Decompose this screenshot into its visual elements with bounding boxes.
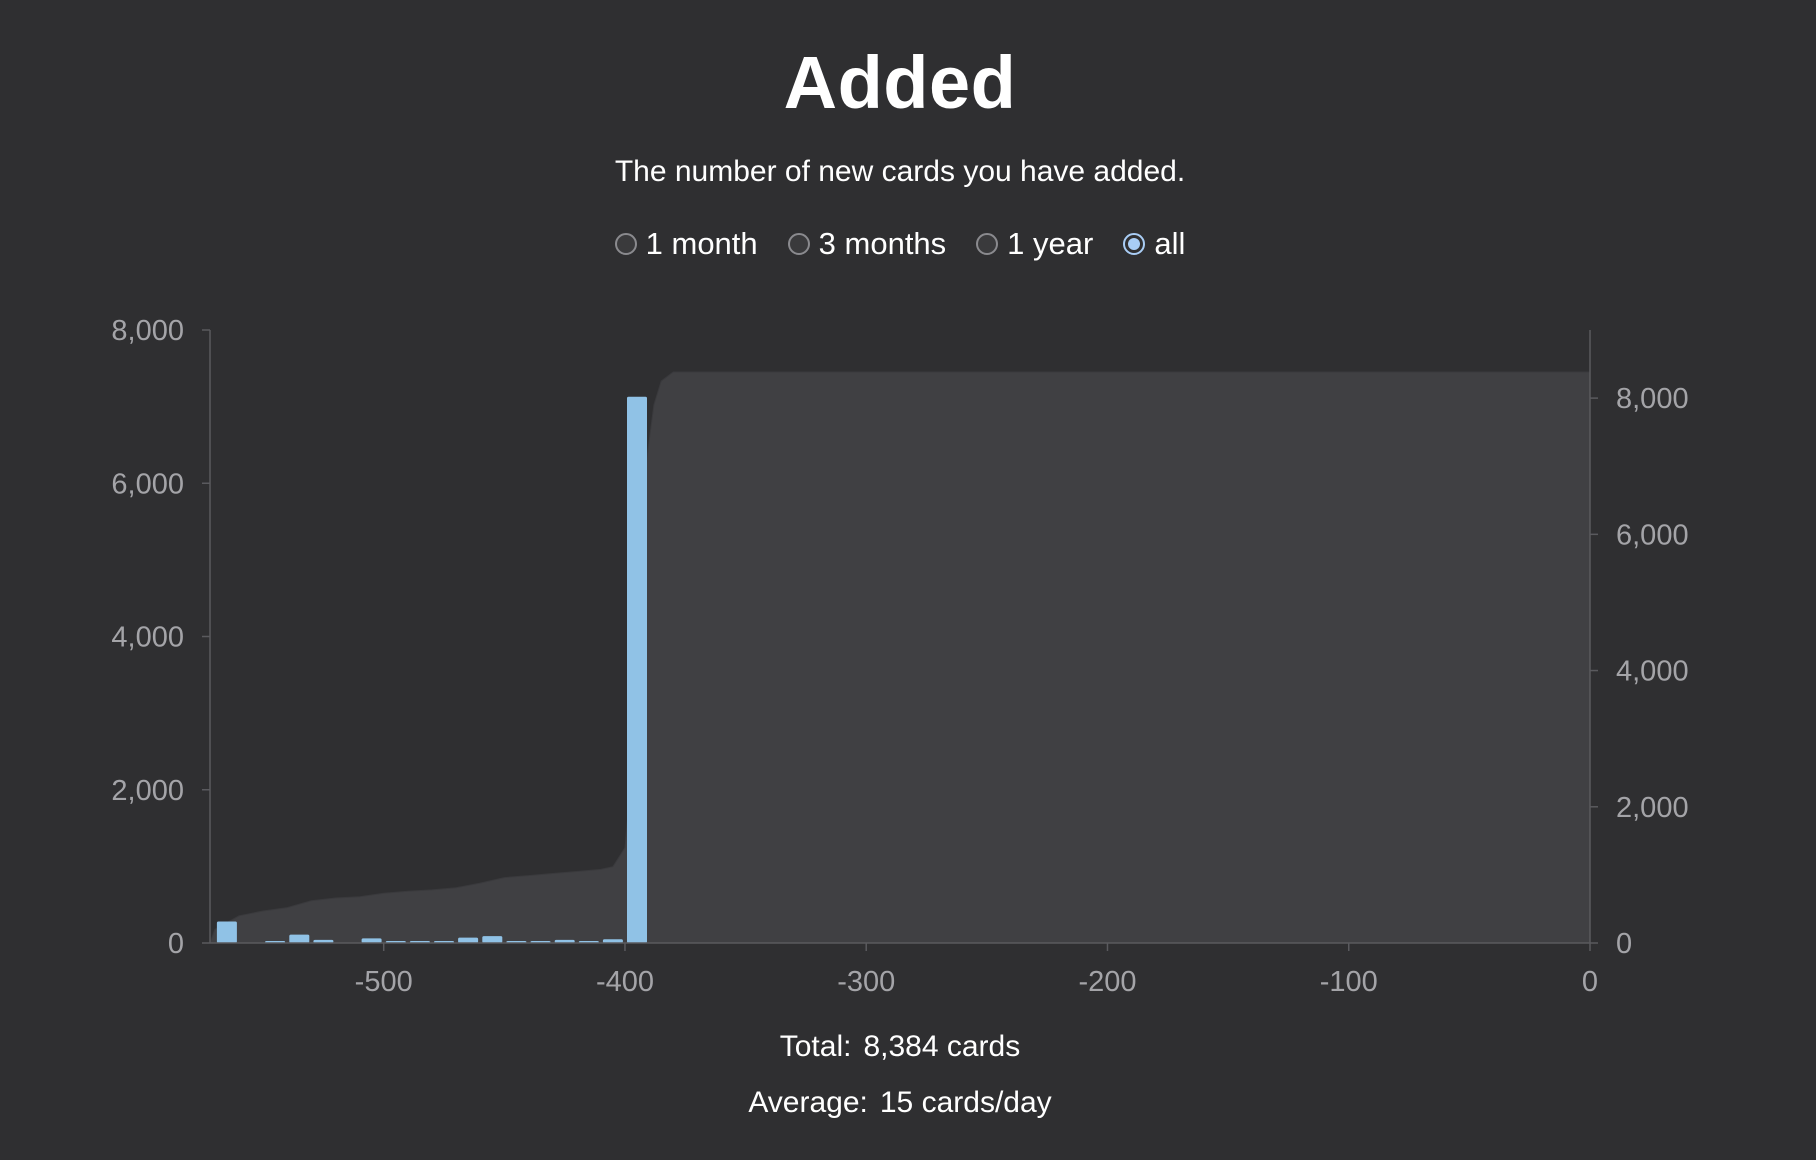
total-label: Total: [780, 1030, 852, 1063]
y-tick-label-right: 6,000 [1616, 519, 1689, 551]
y-tick-label-left: 0 [168, 928, 184, 960]
x-tick-label: -300 [837, 966, 895, 998]
y-tick-label-right: 8,000 [1616, 383, 1689, 415]
bar [289, 935, 309, 943]
y-tick-label-left: 6,000 [111, 468, 184, 500]
x-tick-label: -200 [1078, 966, 1136, 998]
bar [217, 922, 237, 944]
average-value: 15 cards/day [880, 1086, 1052, 1119]
x-tick-label: -400 [596, 966, 654, 998]
total-stat: Total: 8,384 cards [0, 1030, 1800, 1064]
y-tick-label-left: 4,000 [111, 622, 184, 654]
cumulative-area [210, 372, 1590, 943]
bar [458, 938, 478, 943]
total-value: 8,384 cards [863, 1030, 1020, 1063]
y-tick-label-left: 2,000 [111, 775, 184, 807]
y-tick-label-right: 2,000 [1616, 792, 1689, 824]
x-tick-label: -100 [1320, 966, 1378, 998]
x-tick-label: -500 [355, 966, 413, 998]
y-tick-label-right: 0 [1616, 928, 1632, 960]
bar [627, 397, 647, 943]
average-stat: Average: 15 cards/day [0, 1086, 1800, 1120]
y-tick-label-right: 4,000 [1616, 656, 1689, 688]
x-tick-label: 0 [1582, 966, 1598, 998]
average-label: Average: [748, 1086, 868, 1119]
y-tick-label-left: 8,000 [111, 315, 184, 347]
bar [482, 936, 502, 943]
